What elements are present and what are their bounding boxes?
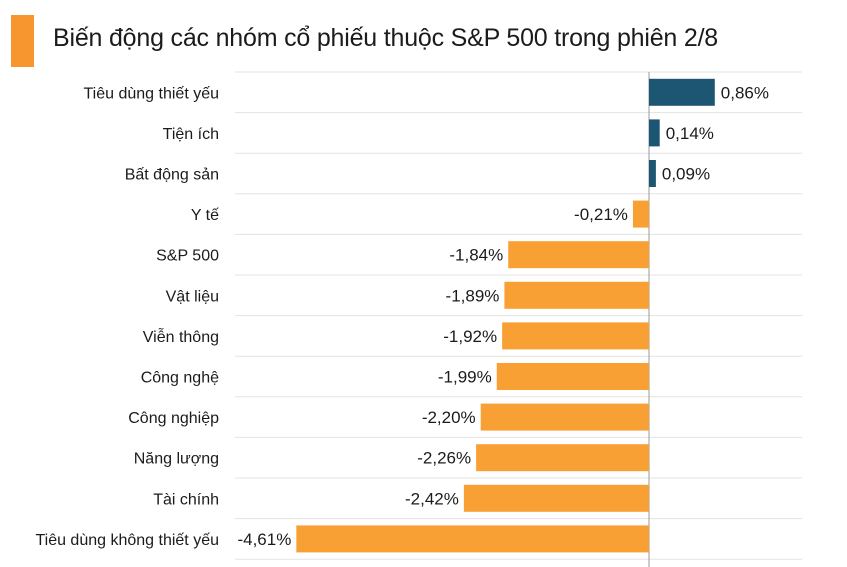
value-label: -1,84% [449,246,503,265]
bar [649,160,656,187]
bar [476,444,649,472]
category-label: S&P 500 [156,248,219,265]
category-label: Tiêu dùng thiết yếu [84,85,220,102]
category-label: Vật liệu [166,288,219,305]
title-accent-bar [11,15,34,67]
category-label: Viễn thông [143,327,219,346]
bar [632,200,649,228]
value-label: -2,20% [422,408,476,427]
category-label: Y tế [191,207,219,224]
bar [504,281,649,309]
category-label: Tiện ích [163,126,219,143]
category-label: Tiêu dùng không thiết yếu [35,532,219,549]
value-label: -1,92% [443,327,497,346]
value-label: 0,86% [721,83,769,102]
bar [649,119,660,147]
bar [496,363,649,390]
category-label: Bất động sản [125,167,219,184]
value-label: -2,42% [405,489,459,508]
bar [480,403,649,431]
value-label: 0,14% [666,124,714,143]
category-label: Năng lượng [134,451,219,468]
value-label: -4,61% [237,530,291,549]
value-label: 0,09% [662,165,710,184]
bar [296,525,649,553]
chart-title: Biến động các nhóm cổ phiếu thuộc S&P 50… [53,24,719,52]
bar [502,322,649,350]
bar [649,78,715,106]
value-label: -1,99% [438,368,492,387]
value-label: -1,89% [446,286,500,305]
value-label: -2,26% [417,449,471,468]
category-label: Công nghiệp [128,410,219,427]
bar [463,484,649,512]
bar [508,241,649,269]
category-label: Công nghệ [141,370,219,387]
value-label: -0,21% [574,205,628,224]
category-label: Tài chính [153,491,219,508]
